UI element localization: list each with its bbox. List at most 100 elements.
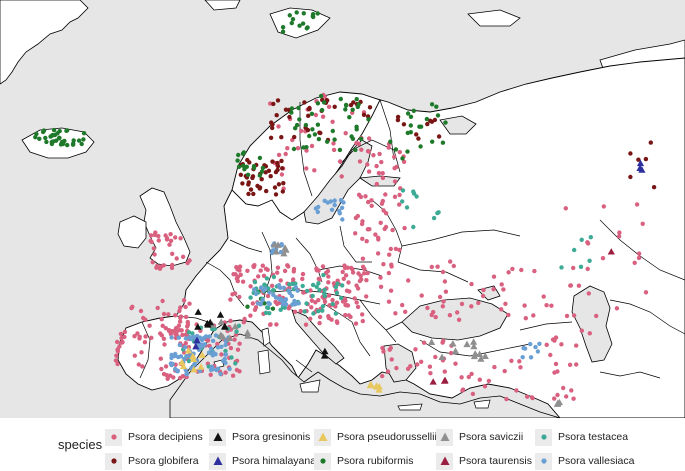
occurrence-point <box>252 287 257 292</box>
occurrence-point <box>440 269 446 275</box>
occurrence-point <box>587 258 592 263</box>
occurrence-point <box>355 213 360 219</box>
occurrence-point <box>177 319 183 324</box>
occurrence-point <box>400 156 405 161</box>
occurrence-point <box>303 122 309 128</box>
occurrence-point <box>311 311 316 316</box>
occurrence-point <box>449 340 457 347</box>
occurrence-point <box>316 297 321 303</box>
occurrence-point <box>170 361 175 367</box>
occurrence-point <box>276 152 282 158</box>
occurrence-point <box>525 394 530 399</box>
occurrence-point <box>414 194 419 199</box>
occurrence-point <box>319 107 325 113</box>
occurrence-point <box>533 344 538 350</box>
occurrence-point <box>429 264 434 270</box>
occurrence-point <box>350 107 355 113</box>
legend-item: Psora taurensis <box>436 452 532 470</box>
occurrence-point <box>297 117 302 122</box>
occurrence-point <box>339 174 344 179</box>
occurrence-point <box>317 320 322 326</box>
occurrence-point <box>275 98 281 103</box>
greenland-landmass <box>0 0 89 85</box>
occurrence-point <box>308 316 313 321</box>
occurrence-point <box>360 312 365 317</box>
triangle-marker-icon <box>314 428 331 446</box>
occurrence-point <box>340 283 345 288</box>
occurrence-point <box>322 291 327 296</box>
occurrence-point <box>185 322 191 327</box>
country-borders <box>139 99 685 379</box>
occurrence-point <box>402 225 407 231</box>
occurrence-point <box>215 341 220 347</box>
border-line <box>401 229 521 247</box>
occurrence-point <box>481 287 486 293</box>
occurrence-point <box>228 297 233 302</box>
occurrence-point <box>165 376 170 381</box>
occurrence-point <box>198 351 206 358</box>
border-line <box>295 359 313 373</box>
occurrence-point <box>337 147 343 153</box>
occurrence-point <box>411 191 417 196</box>
occurrence-point <box>225 334 233 341</box>
occurrence-point <box>287 282 292 287</box>
occurrence-point <box>218 371 223 377</box>
crete-island <box>397 403 423 411</box>
occurrence-point <box>359 136 364 142</box>
occurrence-point <box>594 313 599 319</box>
occurrence-point <box>270 125 275 131</box>
legend-item: Psora decipiens <box>105 428 203 446</box>
franz-josef-island <box>467 9 521 27</box>
occurrence-point <box>209 346 214 352</box>
occurrence-point <box>76 138 82 143</box>
occurrence-point <box>371 153 376 158</box>
occurrence-point <box>329 207 335 212</box>
occurrence-point <box>159 317 164 322</box>
occurrence-point <box>267 301 272 307</box>
occurrence-point <box>219 333 227 340</box>
occurrence-point <box>287 114 292 120</box>
occurrence-point <box>350 270 356 275</box>
occurrence-point <box>228 318 233 323</box>
occurrence-point <box>571 396 576 401</box>
occurrence-point <box>395 114 401 120</box>
occurrence-point <box>245 304 250 309</box>
occurrence-point <box>393 246 399 252</box>
occurrence-point <box>235 158 240 163</box>
occurrence-point <box>364 239 369 244</box>
occurrence-point <box>354 300 359 305</box>
occurrence-point <box>432 117 438 123</box>
occurrence-point <box>358 194 364 200</box>
occurrence-point <box>286 288 292 294</box>
occurrence-point <box>193 336 201 344</box>
occurrence-point <box>228 345 234 351</box>
occurrence-point <box>579 328 584 333</box>
occurrence-point <box>321 347 329 355</box>
occurrence-point <box>312 168 317 173</box>
occurrence-point <box>400 199 405 204</box>
occurrence-point <box>541 294 546 299</box>
occurrence-point <box>408 130 413 135</box>
occurrence-point <box>348 314 353 320</box>
occurrence-point <box>262 286 268 291</box>
occurrence-point <box>180 332 185 338</box>
occurrence-point <box>381 262 386 267</box>
occurrence-point <box>443 120 448 125</box>
occurrence-point <box>636 255 642 261</box>
occurrence-point <box>302 100 307 105</box>
legend-item: Psora vallesiaca <box>535 452 634 470</box>
occurrence-point <box>419 359 424 364</box>
occurrence-point <box>651 185 657 190</box>
occurrence-point <box>499 282 504 287</box>
occurrence-point <box>378 220 383 225</box>
occurrence-point <box>280 302 286 307</box>
occurrence-point <box>260 165 266 171</box>
occurrence-point <box>326 104 332 110</box>
occurrence-point <box>320 308 325 313</box>
occurrence-point <box>548 352 553 358</box>
occurrence-point <box>190 331 195 336</box>
occurrence-point <box>393 311 398 316</box>
occurrence-point <box>346 280 351 285</box>
occurrence-point <box>448 259 453 264</box>
occurrence-point <box>574 343 579 348</box>
